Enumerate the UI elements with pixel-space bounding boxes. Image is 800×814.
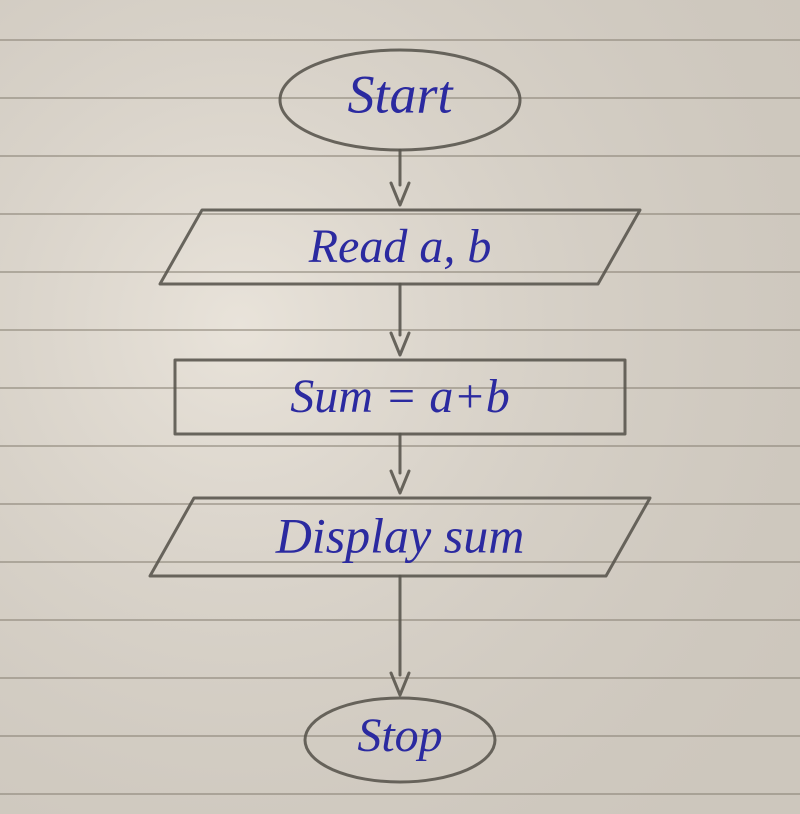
- node-start-label: Start: [347, 64, 454, 124]
- flowchart-canvas: Start Read a, b Sum = a+b Display sum Stop: [0, 0, 800, 814]
- node-read-label: Read a, b: [308, 220, 492, 273]
- node-stop-label: Stop: [357, 709, 442, 762]
- node-display-label: Display sum: [275, 507, 525, 563]
- node-process-label: Sum = a+b: [290, 370, 509, 423]
